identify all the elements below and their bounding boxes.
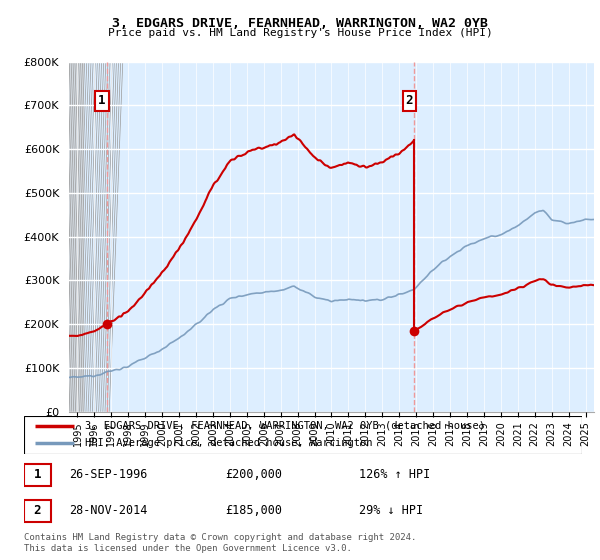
Text: Contains HM Land Registry data © Crown copyright and database right 2024.
This d: Contains HM Land Registry data © Crown c…	[24, 533, 416, 553]
Bar	[24, 464, 51, 486]
Text: HPI: Average price, detached house, Warrington: HPI: Average price, detached house, Warr…	[85, 438, 373, 449]
Bar	[69, 62, 83, 412]
Text: 3, EDGARS DRIVE, FEARNHEAD, WARRINGTON, WA2 0YB (detached house): 3, EDGARS DRIVE, FEARNHEAD, WARRINGTON, …	[85, 421, 485, 431]
Text: 2: 2	[34, 505, 41, 517]
Text: Price paid vs. HM Land Registry's House Price Index (HPI): Price paid vs. HM Land Registry's House …	[107, 28, 493, 38]
Text: 2: 2	[406, 95, 413, 108]
Text: 26-SEP-1996: 26-SEP-1996	[68, 468, 147, 481]
Text: £185,000: £185,000	[225, 505, 282, 517]
Text: 1: 1	[34, 468, 41, 481]
Text: 29% ↓ HPI: 29% ↓ HPI	[359, 505, 423, 517]
Text: 126% ↑ HPI: 126% ↑ HPI	[359, 468, 430, 481]
Bar	[24, 500, 51, 522]
Text: 28-NOV-2014: 28-NOV-2014	[68, 505, 147, 517]
Text: £200,000: £200,000	[225, 468, 282, 481]
Text: 1: 1	[98, 95, 106, 108]
Text: 3, EDGARS DRIVE, FEARNHEAD, WARRINGTON, WA2 0YB: 3, EDGARS DRIVE, FEARNHEAD, WARRINGTON, …	[112, 17, 488, 30]
